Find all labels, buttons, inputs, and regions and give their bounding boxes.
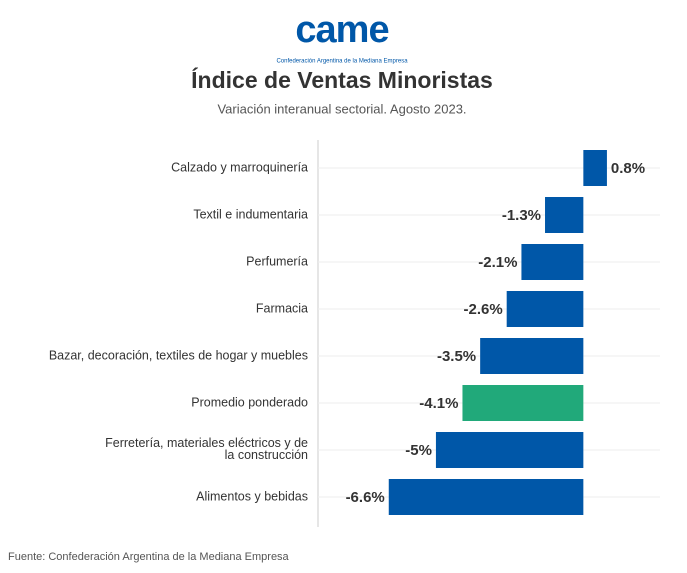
value-label: -1.3% — [502, 207, 541, 224]
chart-title: Índice de Ventas Minoristas — [191, 66, 493, 93]
bar — [545, 197, 584, 233]
value-label: -6.6% — [346, 489, 385, 506]
bar — [462, 385, 584, 421]
value-label: 0.8% — [611, 160, 645, 177]
category-label: Textil e indumentaria — [193, 207, 308, 221]
value-label: -3.5% — [437, 348, 476, 365]
bar — [583, 150, 607, 186]
chart-subtitle: Variación interanual sectorial. Agosto 2… — [217, 101, 466, 116]
bar — [435, 432, 584, 468]
category-label: Promedio ponderado — [191, 395, 308, 409]
value-label: -5% — [405, 442, 432, 459]
value-label: -2.6% — [464, 301, 503, 318]
category-label: Perfumería — [246, 254, 308, 268]
value-label: -4.1% — [419, 395, 458, 412]
source: Fuente: Confederación Argentina de la Me… — [8, 551, 290, 563]
bar — [506, 291, 584, 327]
value-label: -2.1% — [478, 254, 517, 271]
logo: came — [295, 9, 388, 51]
bar — [480, 338, 584, 374]
bar — [388, 479, 584, 515]
category-label: Bazar, decoración, textiles de hogar y m… — [49, 348, 308, 362]
bar — [521, 244, 584, 280]
category-label: Calzado y marroquinería — [171, 160, 308, 174]
category-label: Ferretería, materiales eléctricos y de la… — [105, 436, 308, 462]
category-label: Alimentos y bebidas — [196, 489, 308, 503]
category-label: Farmacia — [256, 301, 308, 315]
logo-subtext: Confederación Argentina de la Mediana Em… — [276, 59, 408, 65]
